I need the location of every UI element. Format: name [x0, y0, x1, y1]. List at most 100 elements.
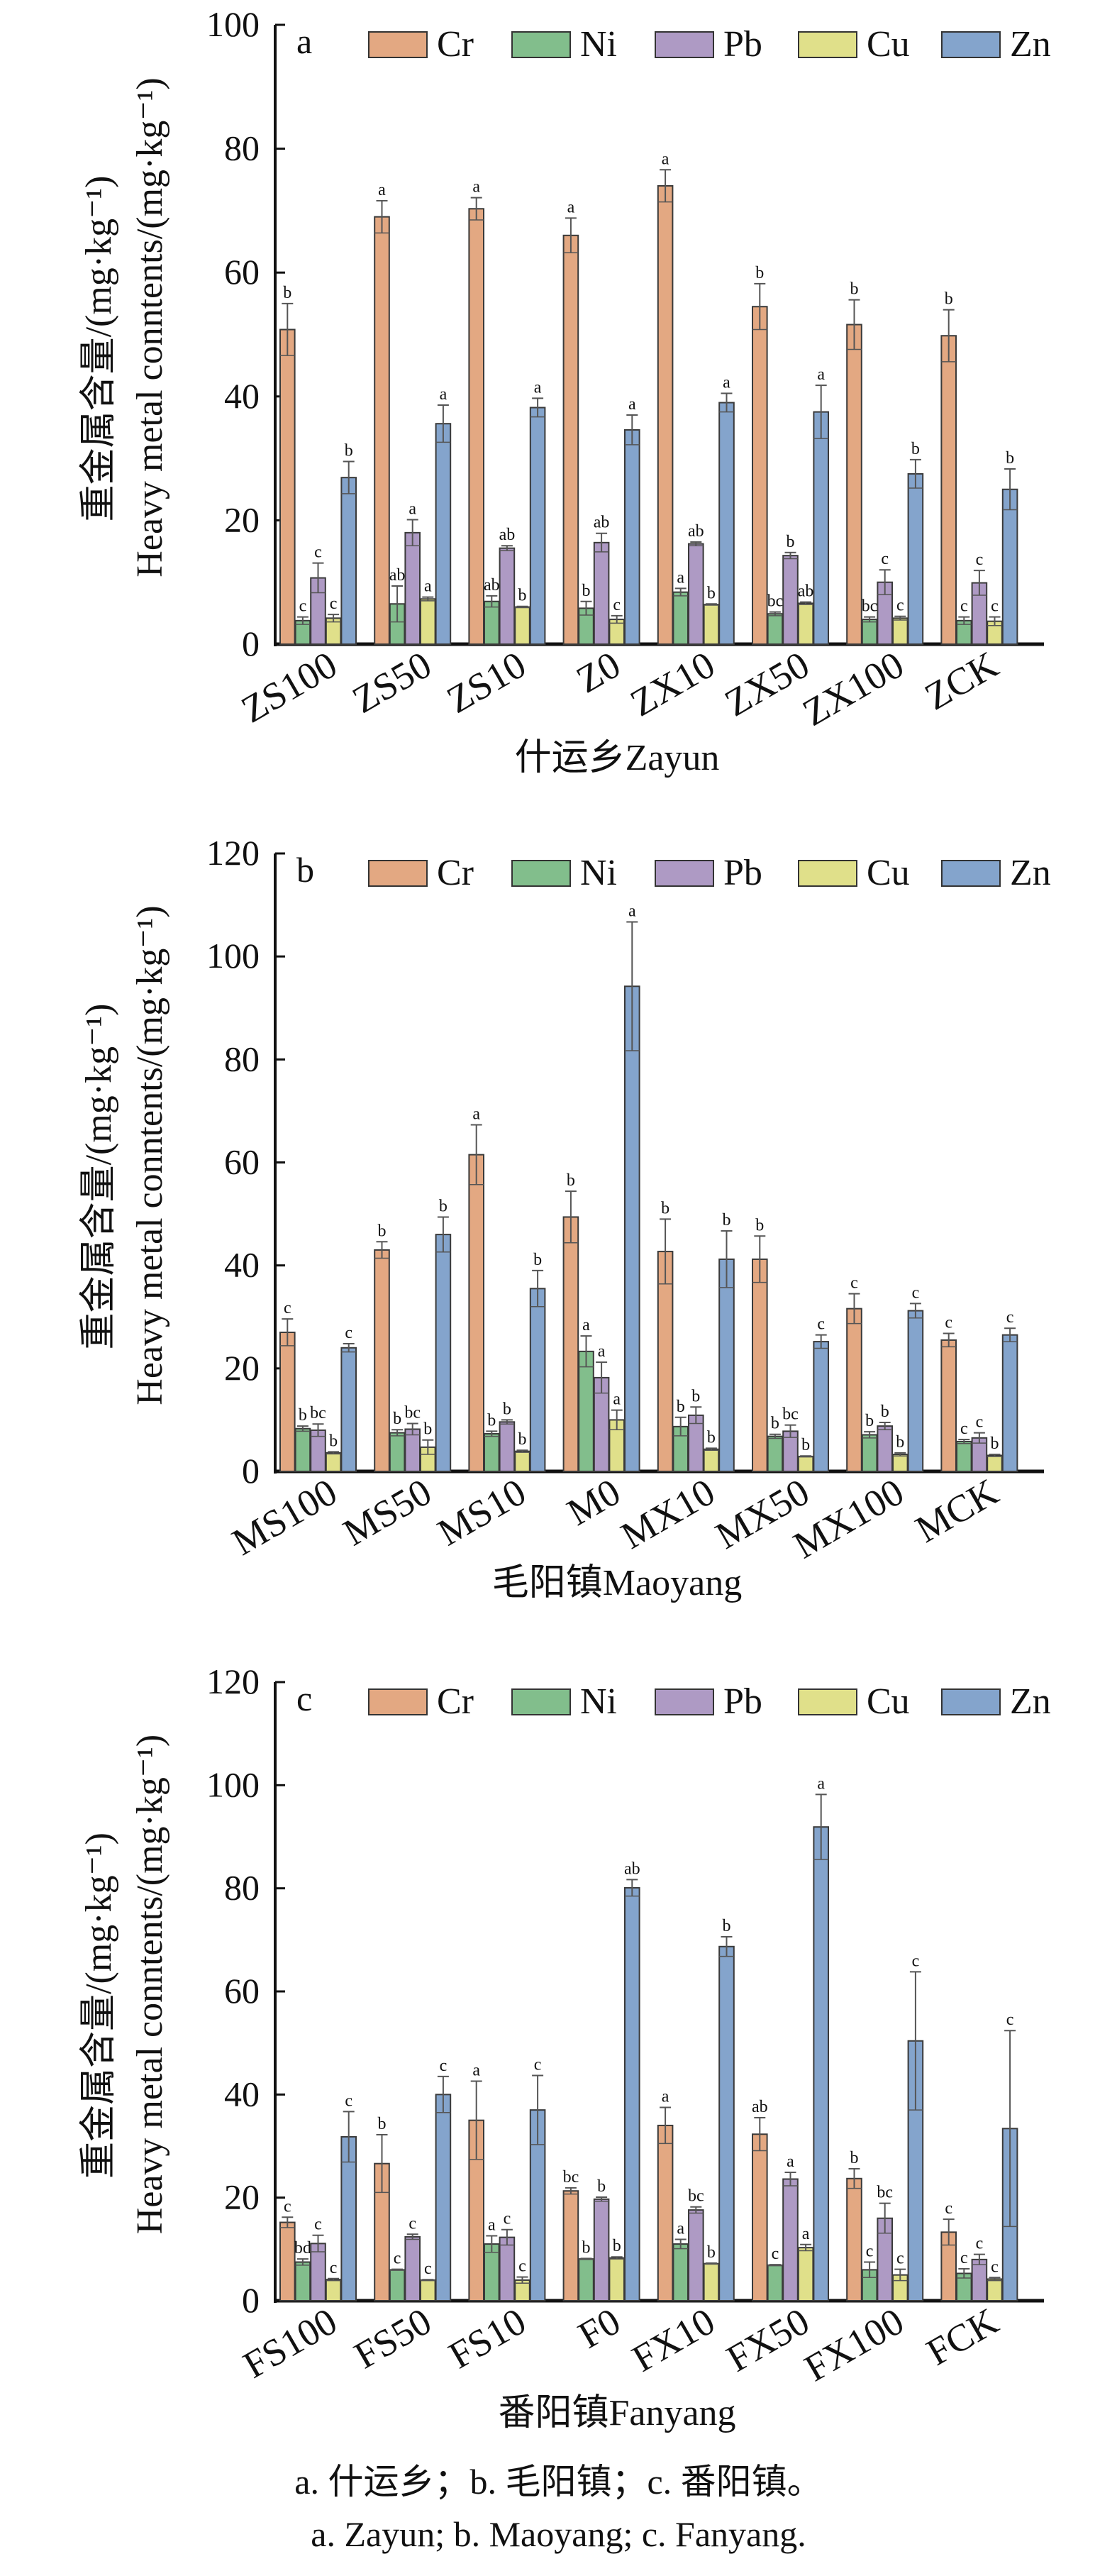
bar-pb: [404, 531, 421, 645]
significance-letter: c: [1006, 1308, 1014, 1327]
bar-cr: [752, 2133, 768, 2301]
bar-pb: [593, 541, 610, 645]
significance-letter: b: [991, 1435, 999, 1453]
bar-ni: [578, 1350, 594, 1473]
bar-ni: [389, 1432, 406, 1472]
legend-swatch-cr: [368, 860, 428, 887]
significance-letter: b: [567, 1171, 575, 1190]
significance-letter: c: [345, 1324, 352, 1342]
legend-label-zn: Zn: [1010, 24, 1051, 65]
significance-letter: b: [1006, 449, 1014, 468]
bar-cr: [846, 324, 862, 645]
significance-letter: c: [817, 1315, 825, 1334]
x-axis-label: 毛阳镇Maoyang: [492, 1563, 742, 1603]
bar-pb: [971, 2258, 988, 2302]
bar-pb: [877, 1425, 894, 1473]
significance-letter: a: [802, 2225, 810, 2243]
bar-pb: [499, 547, 516, 645]
y-tick-label: 0: [242, 1451, 260, 1491]
significance-letter: bc: [563, 2168, 579, 2187]
significance-letter: c: [960, 1420, 968, 1438]
bar-zn: [624, 429, 640, 646]
x-tick-label: F0: [571, 2299, 627, 2356]
bar-pb: [499, 2236, 516, 2302]
bar-pb: [688, 2209, 704, 2302]
significance-letter: c: [960, 597, 968, 616]
significance-letter: bc: [862, 597, 878, 616]
x-tick-label: MCK: [908, 1470, 1006, 1550]
significance-letter: ab: [499, 526, 516, 544]
significance-letter: b: [283, 284, 291, 302]
bar-cr: [657, 2124, 674, 2302]
bar-group-zx10: a a ab b a: [657, 150, 735, 646]
significance-letter: c: [284, 1299, 291, 1317]
panel-label: c: [296, 1679, 312, 1718]
bar-pb: [404, 2235, 421, 2301]
significance-letter: a: [787, 2152, 794, 2171]
significance-letter: c: [896, 2250, 904, 2268]
significance-letter: b: [518, 1430, 527, 1449]
legend-swatch-ni: [511, 1688, 571, 1715]
significance-letter: c: [424, 2260, 432, 2278]
bar-cu: [797, 1455, 814, 1473]
bar-pb: [688, 543, 704, 645]
y-axis-label-en: Heavy metal conntents/(mg·kg⁻¹): [130, 77, 170, 577]
bar-group-mck: cc cbc: [940, 1308, 1018, 1473]
y-tick-label: 20: [224, 499, 260, 539]
bar-ni: [578, 2258, 594, 2301]
y-axis-label-en: Heavy metal conntents/(mg·kg⁻¹): [130, 1735, 170, 2234]
significance-letter: c: [945, 1313, 952, 1332]
panel-label: a: [296, 21, 312, 61]
significance-letter: c: [299, 597, 307, 616]
x-tick-label: ZX100: [796, 643, 911, 734]
bar-cu: [325, 1452, 342, 1472]
legend-swatch-ni: [511, 860, 571, 887]
bar-cu: [514, 1450, 530, 1473]
significance-letter: a: [598, 1342, 606, 1361]
bar-cu: [420, 2279, 436, 2302]
significance-letter: ab: [624, 1859, 640, 1878]
significance-letter: ab: [752, 2098, 768, 2116]
legend-swatch-zn: [941, 31, 1001, 58]
significance-letter: a: [582, 1316, 590, 1334]
significance-letter: c: [772, 2245, 779, 2263]
bar-cr: [562, 2190, 579, 2301]
significance-letter: b: [439, 1197, 448, 1215]
bar-cr: [468, 208, 485, 645]
significance-letter: c: [394, 2250, 401, 2268]
significance-letter: ab: [484, 576, 500, 595]
significance-letter: a: [817, 365, 825, 384]
bar-pb: [782, 2178, 799, 2301]
bar-cu: [420, 598, 436, 645]
bar-cr: [279, 1332, 296, 1473]
significance-letter: a: [662, 2088, 669, 2106]
significance-letter: b: [865, 1412, 874, 1430]
y-tick-label: 20: [224, 1348, 260, 1388]
bar-zn: [813, 1341, 830, 1472]
y-tick-label: 100: [206, 1764, 260, 1804]
legend-swatch-cu: [798, 31, 857, 58]
bar-zn: [718, 402, 735, 646]
significance-letter: b: [393, 1410, 401, 1428]
x-tick-label: FS10: [442, 2299, 533, 2377]
chart-panel-b: 0 20 40 60 80 100 120 重金属含量/(mg·kg⁻¹) Heavy meta…: [79, 833, 1051, 1603]
legend-swatch-cu: [798, 1688, 857, 1715]
significance-letter: b: [755, 1216, 764, 1234]
bar-cr: [846, 2177, 862, 2302]
significance-letter: bc: [877, 2184, 893, 2202]
bar-zn: [529, 407, 546, 645]
bar-ni: [767, 1435, 784, 1472]
significance-letter: b: [299, 1406, 307, 1425]
bar-ni: [484, 600, 500, 645]
significance-letter: a: [534, 378, 542, 397]
significance-letter: c: [330, 595, 338, 613]
chart-panel-c: 0 20 40 60 80 100 120 重金属含量/(mg·kg⁻¹) Heavy meta…: [79, 1662, 1051, 2433]
